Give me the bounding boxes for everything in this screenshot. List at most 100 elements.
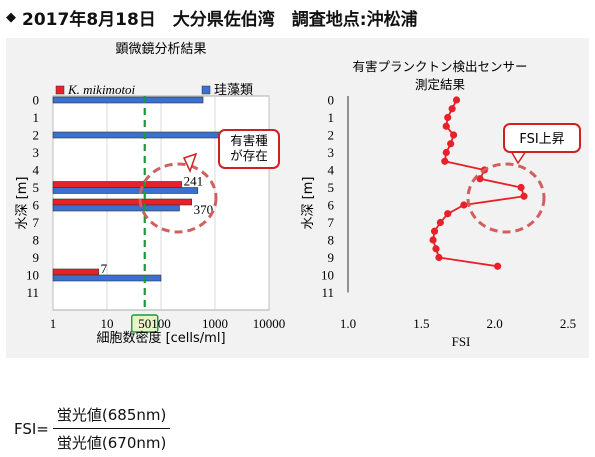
microscope-y-axis-label: 水深 [m] [15, 177, 30, 230]
karenia-bar [52, 268, 99, 276]
diatom-bar [52, 187, 199, 194]
fsi-y-tick-label: 8 [328, 233, 335, 248]
fsi-data-point [460, 201, 468, 209]
microscope-data-labels: 241 370 7 [101, 174, 214, 277]
microscope-y-tick-label: 2 [33, 128, 40, 143]
fsi-data-point [441, 157, 449, 165]
legend-karenia-label: K. mikimotoi [67, 82, 136, 97]
microscope-y-ticks: 0 1 2 3 4 5 6 7 8 9 10 11 [26, 93, 40, 301]
karenia-bar [52, 181, 182, 188]
karenia-data-label: 241 [184, 174, 204, 189]
fsi-x-tick-label: 1.0 [340, 316, 356, 331]
fsi-x-ticks: 1.0 1.5 2.0 2.5 [340, 316, 576, 331]
karenia-bar [52, 198, 192, 206]
fsi-data-point [452, 96, 461, 104]
microscope-y-tick-label: 5 [33, 180, 40, 195]
fsi-y-tick-label: 0 [328, 93, 335, 108]
microscope-y-tick-label: 7 [33, 215, 40, 230]
header: ◆ 2017年8月18日 大分県佐伯湾 調査地点:沖松浦 [6, 2, 418, 32]
microscope-y-tick-label: 1 [33, 110, 40, 125]
fsi-y-tick-label: 2 [328, 128, 335, 143]
microscope-y-tick-label: 11 [26, 285, 39, 300]
threshold-label: 50 [138, 316, 151, 331]
microscope-legend: K. mikimotoi 珪藻類 [55, 82, 253, 98]
fsi-y-tick-label: 4 [328, 163, 335, 178]
fsi-data-point [429, 236, 437, 244]
microscope-x-ticks: 1 10 100 1000 10000 [50, 316, 286, 331]
karenia-data-label: 7 [101, 261, 108, 276]
microscope-y-tick-label: 10 [26, 268, 39, 283]
fsi-x-axis-label: FSI [452, 334, 471, 349]
fsi-y-ticks: 0 1 2 3 4 5 6 7 8 9 10 11 [321, 93, 335, 301]
legend-karenia-swatch [55, 85, 65, 95]
fsi-data-point [435, 253, 443, 262]
fsi-chart-title-line2: 測定結果 [415, 77, 466, 92]
microscope-x-tick-label: 100 [151, 316, 171, 331]
fsi-y-tick-label: 1 [328, 110, 335, 125]
microscope-y-tick-label: 9 [33, 250, 40, 265]
fsi-data-point [520, 192, 528, 200]
formula-denominator: 蛍光値(670nm) [56, 434, 167, 452]
formula-fraction: 蛍光値(685nm) 蛍光値(670nm) [52, 404, 171, 453]
fsi-data-point [447, 140, 455, 148]
legend-diatom-swatch [201, 85, 211, 95]
chart-panel: 顕微鏡分析結果 K. mikimotoi 珪藻類 50 0 1 2 3 4 5 6 7 8 9 10 1… [6, 38, 589, 358]
charts-svg: 顕微鏡分析結果 K. mikimotoi 珪藻類 50 0123456789101… [15, 42, 581, 349]
fsi-rise-callout-text: FSI上昇 [519, 132, 564, 147]
fsi-rise-callout-box [503, 123, 581, 153]
fsi-data-point [432, 245, 440, 253]
fsi-y-tick-label: 10 [321, 268, 334, 283]
microscope-x-tick-label: 10000 [253, 316, 286, 331]
fsi-data-point [448, 105, 456, 113]
fsi-formula: FSI= 蛍光値(685nm) 蛍光値(670nm) [14, 404, 171, 453]
fsi-data-point [476, 175, 484, 183]
fsi-rise-callout: FSI上昇 [466, 123, 581, 234]
diatom-bar [52, 274, 162, 282]
harmful-species-callout-text: が存在 [230, 148, 268, 163]
fsi-y-tick-label: 7 [328, 215, 335, 230]
karenia-data-label: 370 [194, 202, 214, 217]
fsi-data-point [436, 218, 444, 227]
diatom-bar [52, 204, 180, 212]
microscope-chart-title: 顕微鏡分析結果 [115, 42, 206, 57]
fsi-data-point [517, 183, 525, 192]
header-title: 2017年8月18日 大分県佐伯湾 調査地点:沖松浦 [22, 9, 418, 30]
harmful-species-ellipse [138, 162, 218, 234]
fsi-y-tick-label: 3 [328, 145, 335, 160]
fsi-series [429, 96, 528, 270]
fsi-data-point [430, 227, 439, 235]
microscope-x-tick-label: 1 [50, 316, 57, 331]
formula-numerator: 蛍光値(685nm) [52, 404, 171, 429]
microscope-y-tick-label: 0 [33, 93, 40, 108]
microscope-y-tick-label: 3 [33, 145, 40, 160]
fsi-x-tick-label: 2.0 [487, 316, 503, 331]
fsi-y-axis-label: 水深 [m] [301, 177, 316, 230]
fsi-rise-ellipse [466, 162, 546, 234]
fsi-y-tick-label: 6 [328, 198, 335, 213]
harmful-species-callout-pointer [182, 152, 198, 173]
fsi-chart-title-line1: 有害プランクトン検出センサー [352, 59, 527, 74]
fsi-data-point [442, 148, 450, 157]
diatom-bar [52, 96, 204, 104]
fsi-data-point [494, 262, 502, 270]
fsi-y-tick-label: 5 [328, 180, 335, 195]
fsi-y-tick-label: 11 [321, 285, 334, 300]
fsi-y-tick-label: 9 [328, 250, 335, 265]
microscope-y-tick-label: 8 [33, 233, 40, 248]
fsi-data-point [444, 113, 452, 122]
microscope-chart: 顕微鏡分析結果 K. mikimotoi 珪藻類 50 0123456789101… [15, 42, 285, 346]
formula-lhs: FSI= [14, 419, 49, 438]
fsi-data-point [450, 131, 458, 139]
fsi-x-tick-label: 2.5 [560, 316, 576, 331]
microscope-y-tick-label: 4 [33, 163, 40, 178]
threshold-line-group: 50 [131, 96, 159, 333]
fsi-x-tick-label: 1.5 [413, 316, 429, 331]
harmful-species-callout-text: 有害種 [230, 133, 268, 148]
header-bullet-icon: ◆ [6, 9, 16, 25]
microscope-x-tick-label: 1000 [202, 316, 228, 331]
microscope-bars [52, 96, 270, 282]
harmful-species-callout-box [218, 129, 280, 169]
fsi-data-point [442, 122, 450, 130]
